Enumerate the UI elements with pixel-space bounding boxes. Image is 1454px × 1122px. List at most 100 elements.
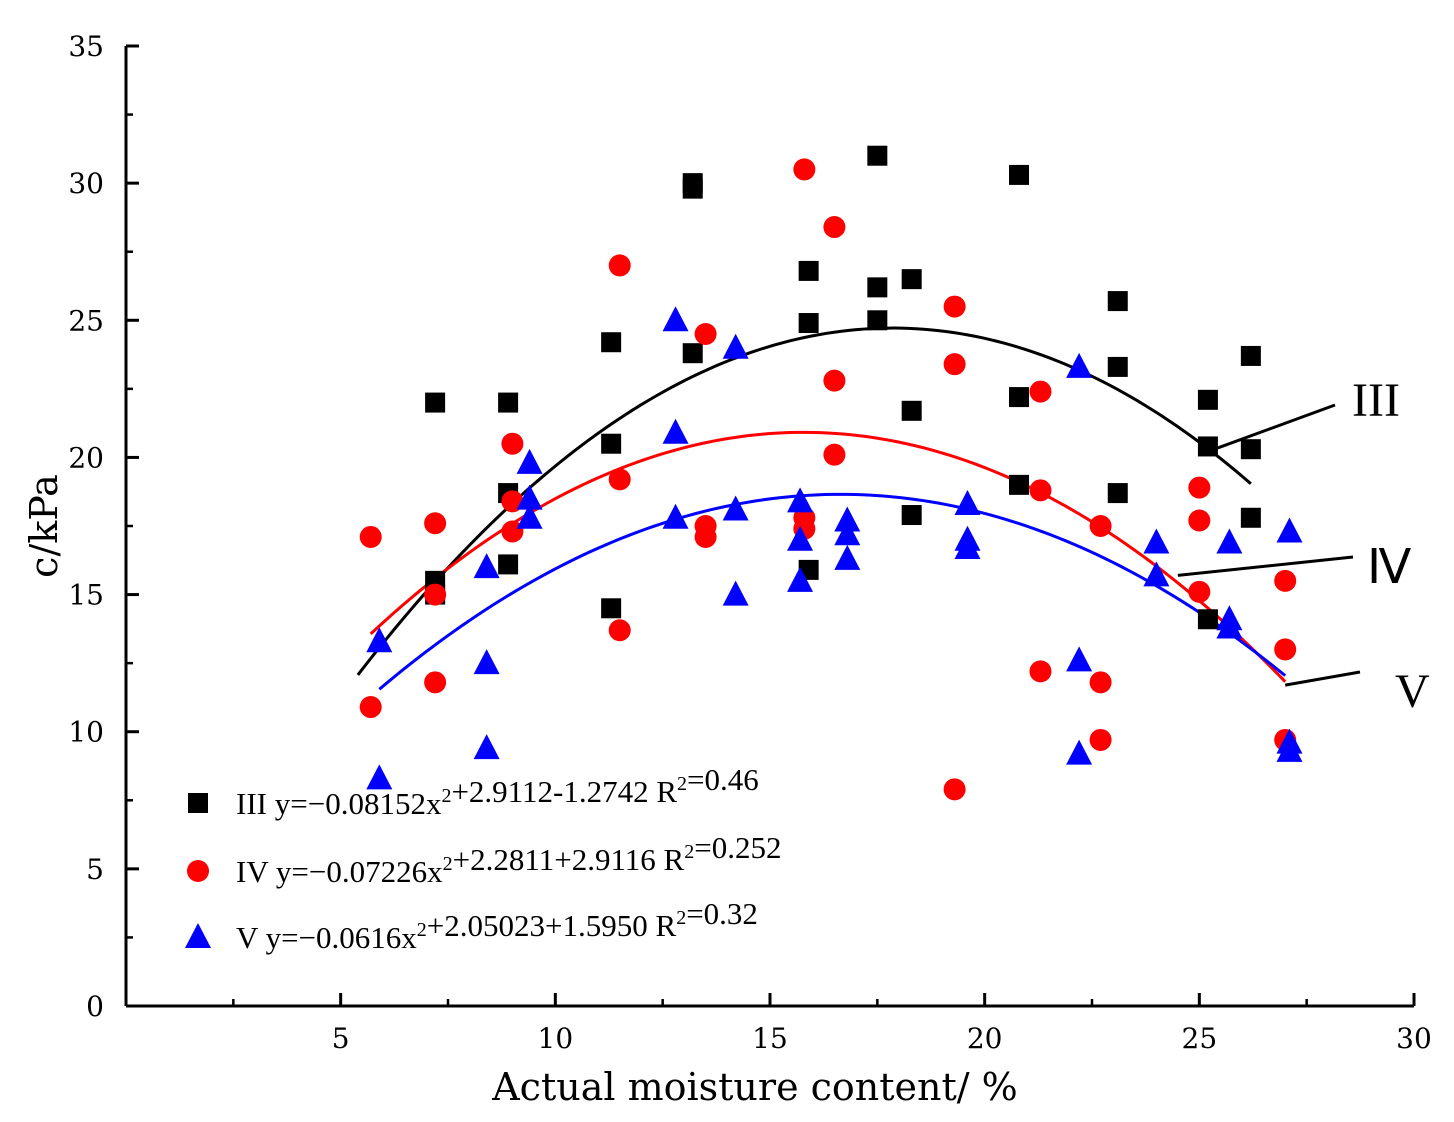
legend-legend-name: V xyxy=(236,920,259,955)
x-tick-label: 5 xyxy=(332,1022,350,1055)
fit-curves xyxy=(356,326,1287,691)
y-tick-label: 30 xyxy=(68,167,104,200)
data-point-iv xyxy=(1089,728,1112,751)
data-point-v xyxy=(787,566,814,592)
legend-entry-iv: IV y=−0.07226x2+2.2811+2.9116 R2=0.252 xyxy=(236,830,781,889)
data-point-v xyxy=(1276,736,1303,762)
data-point-v xyxy=(662,306,689,332)
data-point-v xyxy=(787,487,814,513)
data-point-iv xyxy=(694,525,717,548)
data-point-iii xyxy=(1107,483,1128,504)
data-point-iii xyxy=(601,332,622,353)
legend-superscript: 2 xyxy=(417,919,427,941)
data-point-v xyxy=(722,495,749,521)
data-point-iii xyxy=(1240,507,1261,528)
curve-callouts: III Ⅳ V xyxy=(1177,374,1430,718)
callout-line-iv xyxy=(1177,555,1354,577)
data-point-v xyxy=(366,627,393,653)
data-point-iii xyxy=(867,277,888,298)
legend-marker-iii xyxy=(188,793,208,813)
legend-legend-name: III xyxy=(236,786,267,821)
x-tick-label: 25 xyxy=(1182,1022,1218,1055)
data-point-iv xyxy=(608,468,631,491)
legend-legend-r2: =0.46 xyxy=(687,762,759,797)
data-point-iv xyxy=(1089,515,1112,537)
data-point-iv xyxy=(608,254,631,277)
data-point-v xyxy=(516,448,543,474)
data-point-iv xyxy=(1188,509,1211,532)
data-point-v xyxy=(366,764,393,790)
data-point-iii xyxy=(901,505,922,526)
data-point-iv xyxy=(359,525,382,548)
data-point-iv xyxy=(1029,380,1052,403)
data-point-v xyxy=(834,506,861,532)
data-point-v xyxy=(834,520,861,546)
legend-space xyxy=(268,854,276,889)
data-point-iv xyxy=(1274,569,1297,592)
data-point-iii xyxy=(867,310,888,331)
data-point-v xyxy=(662,503,689,529)
data-point-iii xyxy=(1240,439,1261,460)
data-point-iii xyxy=(1197,609,1218,630)
data-point-v xyxy=(473,553,500,579)
data-point-iv xyxy=(501,490,524,513)
data-point-v xyxy=(1143,561,1170,587)
data-point-v xyxy=(1216,613,1243,639)
y-tick-label: 35 xyxy=(68,30,104,63)
data-point-v xyxy=(516,484,543,510)
y-tick-label: 0 xyxy=(86,990,104,1023)
data-point-v xyxy=(473,649,500,675)
callout-line-v xyxy=(1284,670,1361,687)
data-point-iii xyxy=(1240,345,1261,366)
data-point-iii xyxy=(1107,356,1128,377)
data-point-v xyxy=(1066,739,1093,765)
fit-curve-v xyxy=(378,492,1287,691)
data-point-v xyxy=(722,333,749,359)
data-point-v xyxy=(662,418,689,444)
data-point-v xyxy=(516,503,543,529)
legend-superscript: 2 xyxy=(684,841,694,863)
legend-space xyxy=(267,786,275,821)
data-point-v xyxy=(787,525,814,551)
legend-superscript: 2 xyxy=(676,907,686,929)
legend-space xyxy=(258,920,266,955)
data-point-iii xyxy=(867,145,888,166)
legend-entry-v: V y=−0.0616x2+2.05023+1.5950 R2=0.32 xyxy=(236,896,758,955)
data-point-v xyxy=(954,533,981,559)
y-tick-label: 25 xyxy=(68,304,104,337)
legend-legend-formula-tail: +2.9112-1.2742 R xyxy=(451,774,677,809)
data-point-iv xyxy=(943,778,966,801)
data-point-iii xyxy=(798,260,819,281)
data-point-iii xyxy=(425,392,446,413)
data-point-iv xyxy=(1029,660,1052,683)
legend-legend-r2: =0.252 xyxy=(694,830,781,865)
data-point-iv xyxy=(424,671,447,694)
data-point-iii xyxy=(1009,164,1030,185)
data-point-v xyxy=(1276,517,1303,543)
data-point-iv xyxy=(823,369,846,392)
data-point-iii xyxy=(601,598,622,619)
data-point-v xyxy=(1066,646,1093,672)
data-point-iii xyxy=(798,313,819,334)
data-point-iii xyxy=(1009,387,1030,408)
legend-marker-v xyxy=(185,923,211,948)
y-tick-label: 20 xyxy=(68,441,104,474)
legend-legend-formula: y=−0.08152x xyxy=(275,786,442,821)
data-point-iii xyxy=(1107,291,1128,312)
legend-legend-formula-tail: +2.2811+2.9116 R xyxy=(453,842,685,877)
x-tick-label: 20 xyxy=(967,1022,1003,1055)
data-points xyxy=(359,145,1303,801)
legend-legend-formula: y=−0.0616x xyxy=(266,920,418,955)
data-point-iii xyxy=(682,343,703,364)
data-point-iii xyxy=(1009,474,1030,495)
data-point-v xyxy=(1143,528,1170,554)
data-point-iv xyxy=(424,512,447,535)
data-point-iii xyxy=(601,433,622,454)
axes: 0 5 10 15 20 25 30 35 5 10 15 20 25 30 Actual moisture… xyxy=(22,30,1432,1109)
curve-label-v: V xyxy=(1395,665,1430,718)
data-point-iv xyxy=(943,353,966,376)
data-point-iii xyxy=(682,178,703,199)
data-point-iii xyxy=(901,400,922,421)
data-point-v xyxy=(954,490,981,516)
